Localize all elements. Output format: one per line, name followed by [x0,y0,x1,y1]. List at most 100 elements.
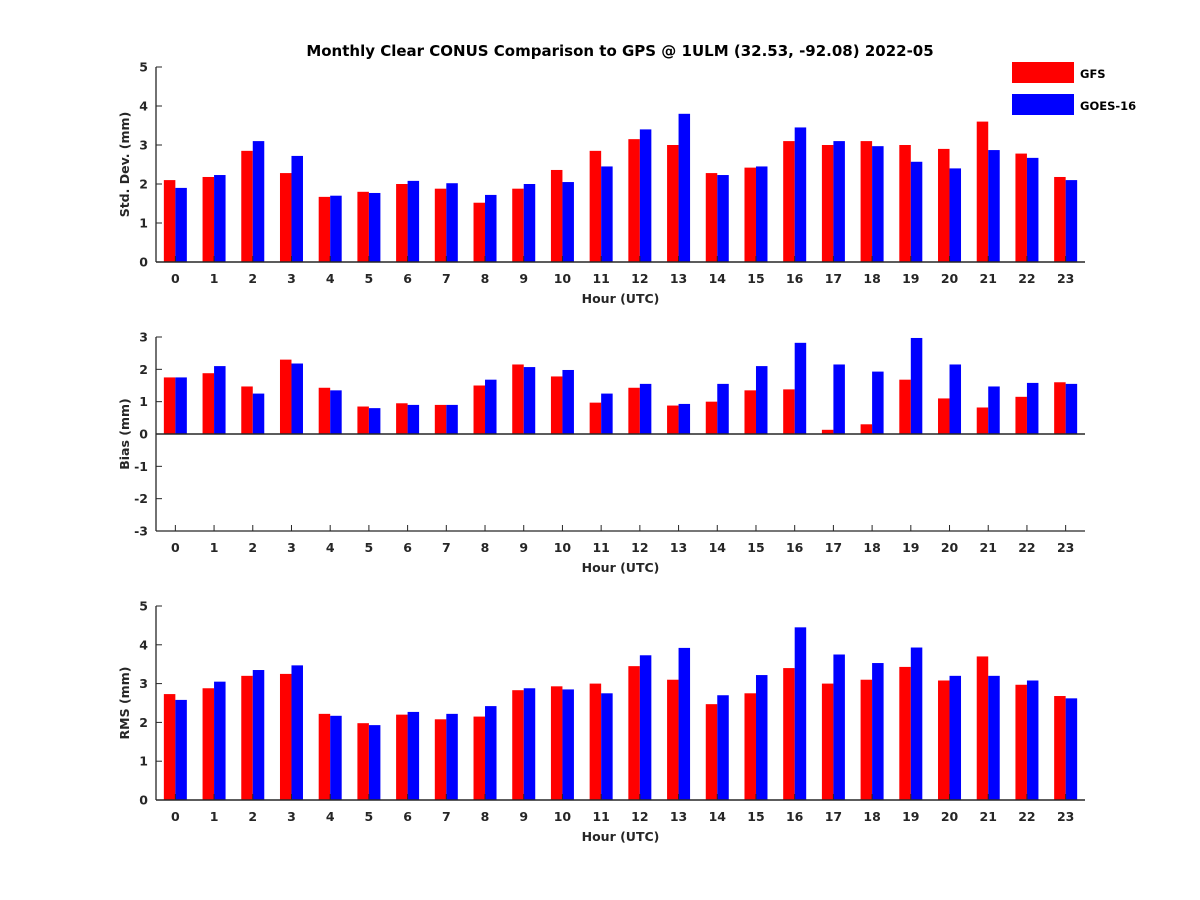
bar-gfs-hour-12 [628,666,640,800]
bar-goes16-hour-16 [794,627,807,800]
x-tick-label: 16 [786,271,804,286]
bar-gfs-hour-3 [279,359,292,434]
bar-gfs-hour-16 [783,389,795,434]
bar-goes16-hour-18 [872,371,884,434]
bar-goes16-hour-2 [252,393,265,434]
x-tick-label: 20 [941,540,959,555]
bar-goes16-hour-13 [678,403,691,434]
y-tick-label: 5 [139,60,148,75]
y-tick-label: 4 [139,99,148,114]
bar-goes16-hour-13 [678,647,691,800]
x-tick-label: 1 [210,809,219,824]
x-tick-label: 10 [554,540,572,555]
bar-gfs-hour-17 [821,145,834,262]
x-tick-label: 21 [980,271,997,286]
y-tick-label: -1 [134,459,148,474]
bar-goes16-hour-7 [446,404,458,434]
y-axis-label: Bias (mm) [117,398,132,470]
bar-goes16-hour-0 [175,187,187,262]
bar-gfs-hour-22 [1015,396,1027,434]
bar-gfs-hour-17 [821,683,834,800]
x-tick-label: 9 [519,540,528,555]
bar-goes16-hour-11 [601,166,613,262]
bar-gfs-hour-23 [1054,382,1066,434]
bar-goes16-hour-7 [446,183,458,262]
x-tick-label: 18 [863,809,880,824]
legend-swatch-gfs [1012,62,1074,83]
x-tick-label: 2 [248,271,257,286]
y-tick-label: 2 [139,362,148,377]
bar-goes16-hour-0 [175,377,187,434]
bar-goes16-hour-8 [485,194,497,262]
x-tick-label: 8 [481,540,490,555]
bar-gfs-hour-0 [163,377,176,434]
bar-gfs-hour-14 [705,704,718,800]
bar-gfs-hour-18 [860,424,873,434]
bar-gfs-hour-23 [1054,696,1066,800]
x-tick-label: 9 [519,809,528,824]
bar-gfs-hour-18 [860,141,873,262]
x-axis-label: Hour (UTC) [582,291,660,306]
bar-gfs-hour-16 [783,668,795,800]
bar-goes16-hour-17 [833,364,845,434]
y-tick-label: 1 [139,754,148,769]
bar-goes16-hour-12 [639,655,652,800]
x-tick-label: 0 [171,271,180,286]
x-tick-label: 12 [631,809,648,824]
bar-gfs-hour-22 [1015,684,1027,800]
x-tick-label: 18 [863,540,880,555]
bar-gfs-hour-13 [667,405,679,434]
y-tick-label: 4 [139,637,148,652]
x-tick-label: 19 [902,271,919,286]
bar-goes16-hour-6 [407,404,420,434]
bar-goes16-hour-23 [1065,698,1078,800]
x-tick-label: 14 [709,809,727,824]
bar-goes16-hour-22 [1026,382,1039,434]
legend-label-goes16: GOES-16 [1080,99,1136,113]
y-tick-label: 3 [139,138,148,153]
bar-gfs-hour-1 [202,688,215,800]
bar-goes16-hour-4 [330,195,342,262]
x-tick-label: 11 [592,540,609,555]
bar-goes16-hour-10 [562,689,574,800]
bar-gfs-hour-9 [512,690,524,800]
y-tick-label: 3 [139,330,148,345]
bar-gfs-hour-7 [434,719,447,800]
x-tick-label: 15 [747,271,764,286]
chart-title: Monthly Clear CONUS Comparison to GPS @ … [306,42,933,60]
x-tick-label: 9 [519,271,528,286]
bar-goes16-hour-3 [291,155,303,262]
x-tick-label: 6 [403,540,412,555]
bar-gfs-hour-11 [589,683,602,800]
x-tick-label: 22 [1018,271,1035,286]
bar-goes16-hour-14 [717,695,729,800]
bar-goes16-hour-9 [523,688,536,800]
bar-goes16-hour-18 [872,663,884,800]
x-tick-label: 18 [863,271,880,286]
bar-goes16-hour-12 [639,129,652,262]
x-tick-label: 6 [403,809,412,824]
bar-gfs-hour-19 [899,145,911,262]
bar-gfs-hour-10 [550,686,563,800]
bar-goes16-hour-15 [755,166,768,262]
x-tick-label: 13 [670,809,687,824]
x-tick-label: 22 [1018,540,1035,555]
bar-gfs-hour-2 [241,150,253,262]
y-tick-label: 0 [139,255,148,270]
x-axis-label: Hour (UTC) [582,829,660,844]
bar-gfs-hour-12 [628,387,640,434]
bar-gfs-hour-1 [202,176,215,262]
bar-goes16-hour-9 [523,184,536,262]
bar-goes16-hour-23 [1065,180,1078,262]
bar-goes16-hour-11 [601,693,613,800]
bar-gfs-hour-13 [667,679,679,800]
y-tick-label: 2 [139,715,148,730]
bar-goes16-hour-15 [755,675,768,800]
x-tick-label: 2 [248,809,257,824]
bar-goes16-hour-3 [291,363,303,434]
bar-goes16-hour-6 [407,711,420,800]
x-tick-label: 17 [825,271,842,286]
